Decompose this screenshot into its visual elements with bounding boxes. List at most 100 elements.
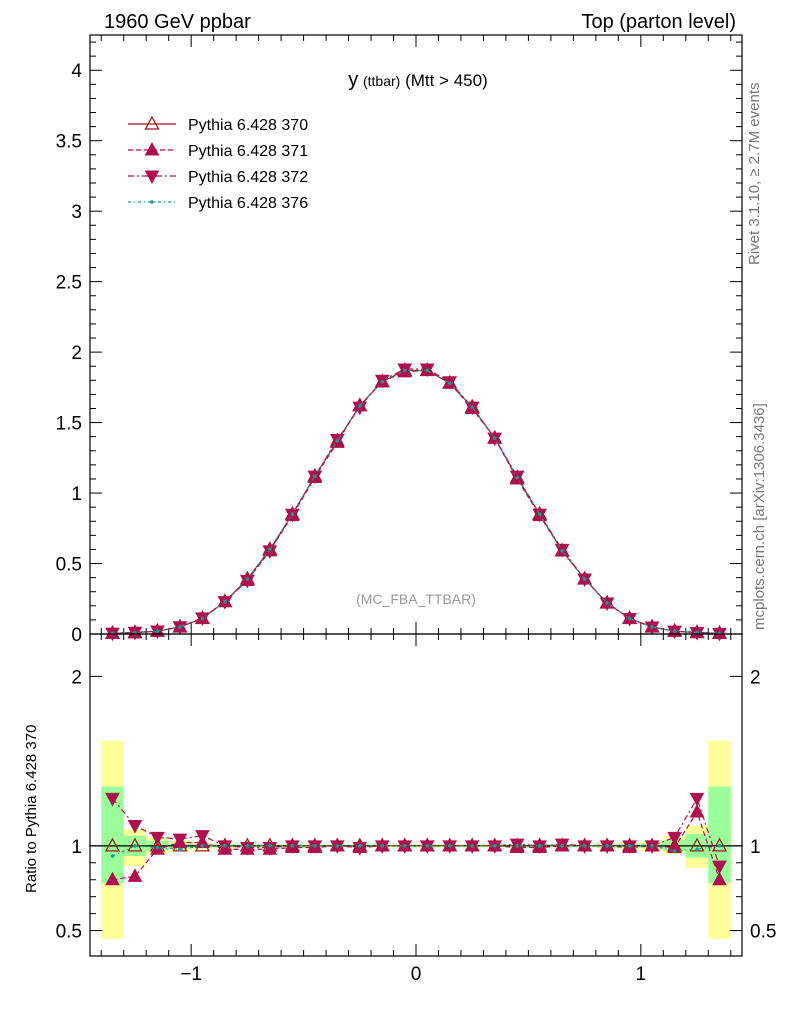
ratio-point <box>127 837 143 852</box>
data-point <box>155 629 160 633</box>
ratio-point <box>689 792 705 807</box>
x-tick-label: −1 <box>180 964 202 985</box>
series-line-4 <box>112 369 720 634</box>
analysis-tag: (MC_FBA_TTBAR) <box>356 591 476 607</box>
ratio-point <box>605 844 609 848</box>
data-point <box>582 577 587 581</box>
y-tick-label-right: 2 <box>750 667 761 688</box>
data-point <box>537 512 542 516</box>
ratio-point <box>447 844 452 848</box>
main-panel: 0 0.5 1 1.5 2 2.5 3 3.5 4 <box>56 34 743 646</box>
ratio-point <box>155 845 160 850</box>
ratio-point <box>470 844 475 848</box>
ratio-point <box>627 844 632 848</box>
data-point <box>672 629 677 633</box>
data-point <box>352 401 368 416</box>
legend: Pythia 6.428 370 Pythia 6.428 371 Pythia 6… <box>128 115 308 212</box>
plot-title-main: y <box>348 69 358 91</box>
y-tick-label: 1.5 <box>56 414 82 435</box>
data-point <box>515 475 519 480</box>
ratio-point <box>425 844 430 848</box>
ratio-point <box>105 792 120 807</box>
data-point <box>425 368 430 373</box>
ratio-point <box>127 868 143 882</box>
legend-marker <box>150 200 154 204</box>
ratio-point <box>492 844 497 848</box>
ratio-point <box>380 844 385 848</box>
header-left: 1960 GeV ppbar <box>104 11 251 33</box>
y-tick-label: 0.5 <box>56 555 82 576</box>
y-tick-label: 0 <box>71 625 82 646</box>
legend-label: Pythia 6.428 371 <box>188 143 308 160</box>
ratio-point <box>150 831 165 846</box>
y-tick-label-right: 0.5 <box>750 922 776 943</box>
ratio-point <box>711 837 728 852</box>
data-point <box>335 439 340 443</box>
ratio-point <box>650 844 654 848</box>
ratio-frame <box>89 633 743 957</box>
ratio-point <box>105 871 120 886</box>
data-point <box>223 599 227 604</box>
ratio-line-2 <box>112 810 721 881</box>
data-point <box>627 616 632 621</box>
data-point <box>447 381 452 385</box>
ratio-point <box>582 844 587 848</box>
legend-marker <box>144 141 160 156</box>
ratio-point <box>172 833 188 848</box>
data-point <box>290 512 295 516</box>
ratio-point <box>178 847 182 852</box>
ratio-ylabel: Ratio to Pythia 6.428 370 <box>23 725 40 893</box>
data-point <box>268 547 272 552</box>
y-tick-label: 2.5 <box>56 273 82 294</box>
data-point <box>200 616 205 621</box>
ratio-point <box>245 844 250 848</box>
ratio-point <box>104 837 121 852</box>
ratio-point <box>689 803 705 818</box>
y-tick-label: 1 <box>71 484 82 505</box>
ratio-point <box>402 844 407 848</box>
legend-label: Pythia 6.428 372 <box>188 169 308 186</box>
y-tick-label: 2 <box>71 343 82 364</box>
data-point <box>262 545 278 559</box>
y-tick-label: 1 <box>71 837 82 858</box>
data-point <box>560 549 564 553</box>
y-tick-label: 0.5 <box>56 922 82 943</box>
ratio-point <box>515 844 519 848</box>
ratio-line-4 <box>112 845 720 857</box>
ratio-point <box>695 847 699 852</box>
x-tick-label: 0 <box>411 964 422 985</box>
data-point <box>470 405 475 409</box>
plot-title-sub: (ttbar) <box>363 73 400 89</box>
legend-marker <box>144 170 160 185</box>
data-point <box>240 574 255 589</box>
ratio-point <box>335 844 340 848</box>
ratio-point <box>712 860 727 875</box>
header-right: Top (parton level) <box>581 11 736 33</box>
data-point <box>178 625 182 629</box>
ratio-point <box>717 844 722 848</box>
plot-title-rest: (Mtt > 450) <box>405 71 488 90</box>
ratio-panel: −1 0 1 0.5 0.5 1 1 2 2 <box>56 633 776 985</box>
data-point <box>650 625 654 629</box>
y-tick-label: 3.5 <box>56 132 82 153</box>
ratio-point <box>712 871 727 886</box>
data-point <box>357 403 362 408</box>
legend-marker <box>144 115 160 130</box>
ratio-point <box>357 844 362 848</box>
ratio-point <box>672 849 677 853</box>
ratio-point <box>200 844 205 848</box>
x-tick-label: 1 <box>636 964 647 985</box>
ratio-point <box>537 844 542 848</box>
ratio-point <box>127 820 143 834</box>
data-point <box>313 474 317 478</box>
legend-label: Pythia 6.428 370 <box>188 117 308 134</box>
plot-title: y (ttbar) (Mtt > 450) <box>348 69 487 91</box>
y-tick-label: 2 <box>71 667 82 688</box>
band-green <box>708 786 731 884</box>
data-point <box>380 379 385 384</box>
band-green <box>101 786 124 884</box>
ratio-point <box>223 844 227 848</box>
mcplots-label: mcplots.cern.ch [arXiv:1306.3436] <box>751 403 768 630</box>
ratio-point <box>268 844 272 848</box>
